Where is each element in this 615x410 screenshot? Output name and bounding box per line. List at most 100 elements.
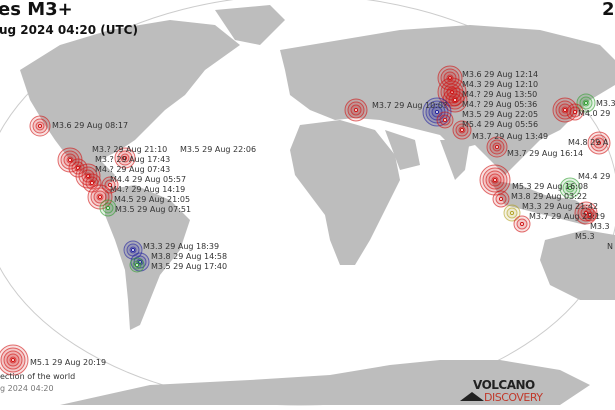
quake-epicenter [68, 158, 72, 162]
quake-label: M3.5 29 Aug 22:05 [462, 110, 539, 119]
quake-label: M3.5 29 Aug 22:06 [180, 145, 257, 154]
quake-label: M4.8 29 A [568, 138, 609, 147]
quake-epicenter [460, 128, 464, 132]
southeast-asia-islands [490, 180, 600, 225]
quake-marker[interactable] [99, 199, 117, 217]
quake-epicenter [135, 263, 139, 267]
quake-marker[interactable] [129, 257, 145, 273]
logo-line2: DISCOVERY [484, 391, 543, 404]
volcano-icon [460, 392, 484, 401]
africa [290, 120, 400, 265]
quake-marker[interactable] [452, 120, 472, 140]
quake-epicenter [131, 248, 135, 252]
quake-label: M3.7 29 Aug 16:14 [507, 149, 584, 158]
quake-label: M3.3 [590, 222, 610, 231]
quake-epicenter [354, 108, 358, 112]
quake-label: M3.3 29 Aug 21:42 [522, 202, 599, 211]
quake-label: M3.7 29 Aug 13:49 [472, 132, 549, 141]
quake-marker[interactable] [101, 176, 119, 194]
quake-label: M3.? 29 Aug 17:43 [95, 155, 171, 164]
quake-label: M3.7 29 Aug 23:19 [529, 212, 606, 221]
quake-label: M3.3 29 Aug 18:39 [143, 242, 220, 251]
quake-label: M5.3 [575, 232, 595, 241]
quake-marker[interactable] [442, 87, 468, 113]
quake-epicenter [38, 124, 42, 128]
quake-epicenter [588, 213, 592, 217]
arabia [385, 130, 420, 170]
quake-label: M4.0 29 [578, 109, 611, 118]
quake-marker[interactable] [114, 147, 136, 169]
quake-marker[interactable] [344, 98, 368, 122]
europe-asia [280, 25, 615, 175]
quake-label: M5.3 29 Aug 16:08 [512, 182, 589, 191]
quake-marker[interactable] [486, 136, 508, 158]
quake-marker[interactable] [552, 97, 578, 123]
quake-label: M4.4 29 Aug 05:57 [110, 175, 187, 184]
quake-label: M3.8 29 Aug 03:22 [511, 192, 588, 201]
india [440, 140, 470, 180]
quake-label: M3.6 29 Aug 08:17 [52, 121, 129, 130]
quake-epicenter [453, 98, 457, 102]
quake-epicenter [568, 186, 572, 190]
quake-epicenter [108, 183, 112, 187]
australia [540, 230, 615, 300]
quake-label: M3.6 29 Aug 12:14 [462, 70, 539, 79]
quake-epicenter [106, 206, 110, 210]
quake-epicenter [11, 358, 15, 362]
antarctica [60, 360, 590, 405]
quake-marker[interactable] [479, 164, 511, 196]
quake-label: M4.5 29 Aug 21:05 [114, 195, 191, 204]
quake-marker[interactable] [583, 208, 597, 222]
japan [575, 80, 590, 112]
quake-label: N [607, 242, 613, 251]
quake-epicenter [90, 181, 94, 185]
quake-epicenter [493, 178, 497, 182]
quake-marker[interactable] [513, 215, 531, 233]
logo-line1: VOLCANO [473, 378, 535, 392]
quake-epicenter [597, 141, 601, 145]
quake-label: M5.1 29 Aug 20:19 [30, 358, 107, 367]
quake-epicenter [123, 156, 127, 160]
quake-label: M4.? 29 Aug 13:50 [462, 90, 538, 99]
footer-timestamp: g 2024 04:20 [0, 384, 54, 393]
quake-marker[interactable] [587, 131, 611, 155]
quake-label: M4.? 29 Aug 07:43 [95, 165, 171, 174]
quake-marker[interactable] [29, 115, 51, 137]
quake-marker[interactable] [0, 344, 29, 376]
quake-marker[interactable] [123, 240, 143, 260]
quake-epicenter [584, 101, 588, 105]
quake-label: M3.5 29 Aug 07:51 [115, 205, 192, 214]
quake-label: M4.? 29 Aug 05:36 [462, 100, 538, 109]
quake-epicenter [510, 211, 514, 215]
quake-marker[interactable] [566, 103, 584, 121]
greenland [215, 5, 285, 45]
north-america [20, 20, 240, 170]
quake-epicenter [520, 222, 524, 226]
quake-markers [0, 65, 611, 376]
quake-label: M3.7 29 Aug 10:0? [372, 101, 448, 110]
landmasses [20, 5, 615, 405]
volcanodiscovery-logo[interactable]: VOLCANO DISCOVERY [460, 378, 570, 406]
quake-label: M3.3 [596, 99, 615, 108]
map-title: es M3+ [0, 0, 73, 20]
quake-marker[interactable] [559, 177, 581, 199]
map-subtitle: ug 2024 04:20 (UTC) [0, 23, 138, 37]
quake-label: M3.? 29 Aug 21:10 [92, 145, 168, 154]
quake-epicenter [98, 195, 102, 199]
quake-label: M4.3 29 Aug 12:10 [462, 80, 539, 89]
quake-label: M3.5 29 Aug 17:40 [151, 262, 228, 271]
quake-label: M3.8 29 Aug 14:58 [151, 252, 228, 261]
quake-epicenter [563, 108, 567, 112]
quake-epicenter [435, 110, 439, 114]
quake-epicenter [443, 118, 447, 122]
quake-marker[interactable] [422, 97, 452, 127]
quake-epicenter [499, 197, 503, 201]
corner-text: 2 [602, 0, 615, 20]
quake-epicenter [495, 145, 499, 149]
quake-label: M4.4 29 [578, 172, 611, 181]
quake-marker[interactable] [503, 204, 521, 222]
quake-marker[interactable] [436, 111, 454, 129]
quake-label: M4.? 29 Aug 14:19 [110, 185, 186, 194]
